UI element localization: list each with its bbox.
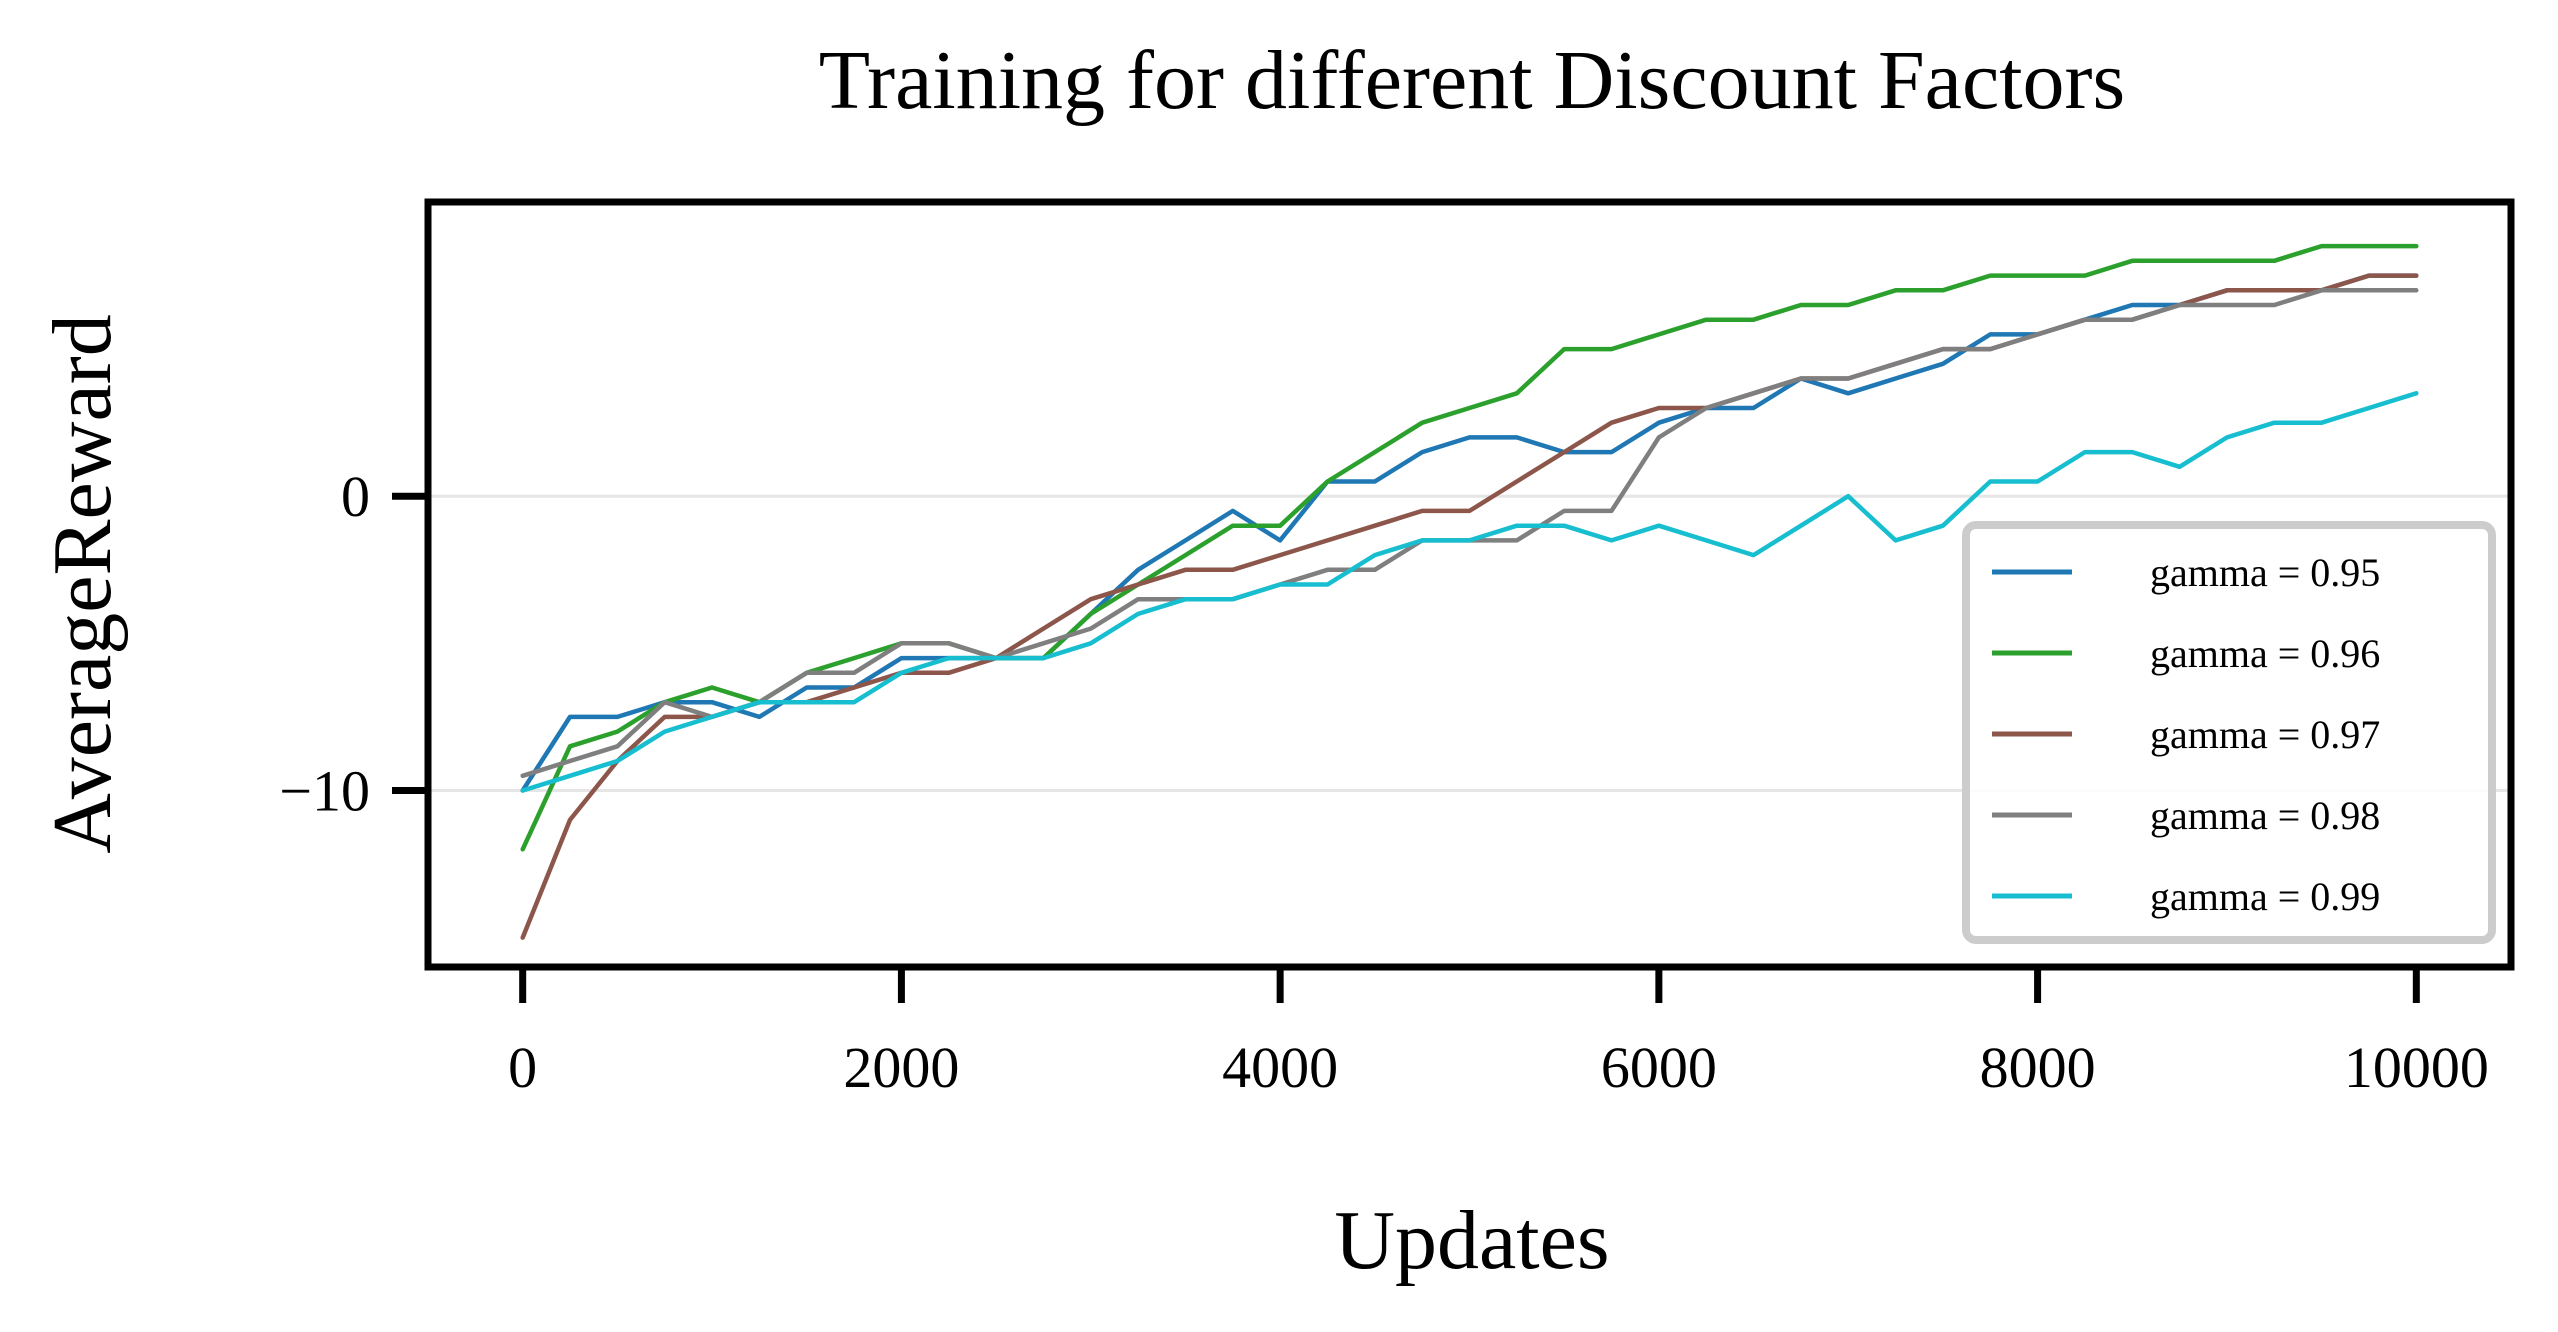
legend-label-4: gamma = 0.99 xyxy=(2150,874,2380,919)
x-tick-label-4: 8000 xyxy=(1980,1035,2096,1100)
x-tick-label-5: 10000 xyxy=(2344,1035,2489,1100)
x-tick-label-2: 4000 xyxy=(1222,1035,1338,1100)
plot-area: 0 2000 4000 6000 8000 10000 −10 0 xyxy=(279,198,2515,1100)
legend-label-2: gamma = 0.97 xyxy=(2150,712,2380,757)
y-tick-label-0: −10 xyxy=(279,758,370,823)
series-lines xyxy=(520,243,2419,940)
legend-label-1: gamma = 0.96 xyxy=(2150,631,2380,676)
series-line-4 xyxy=(520,391,2419,793)
legend-box xyxy=(1962,521,2496,944)
x-tick-label-1: 2000 xyxy=(843,1035,959,1100)
y-axis-ticks: −10 0 xyxy=(279,464,428,823)
legend-label-0: gamma = 0.95 xyxy=(2150,550,2380,595)
x-tick-label-3: 6000 xyxy=(1601,1035,1717,1100)
y-axis-label: AverageReward xyxy=(36,314,129,853)
x-axis-label: Updates xyxy=(1334,1194,1609,1287)
chart-title: Training for different Discount Factors xyxy=(819,34,2125,127)
series-line-0 xyxy=(520,273,2419,793)
legend: gamma = 0.95 gamma = 0.96 gamma = 0.97 gamm… xyxy=(1962,521,2496,944)
plot-frame xyxy=(424,198,2515,971)
legend-label-3: gamma = 0.98 xyxy=(2150,793,2380,838)
x-tick-label-0: 0 xyxy=(508,1035,537,1100)
x-axis-ticks: 0 2000 4000 6000 8000 10000 xyxy=(508,967,2489,1100)
series-line-1 xyxy=(520,243,2419,852)
y-tick-label-1: 0 xyxy=(341,464,370,529)
